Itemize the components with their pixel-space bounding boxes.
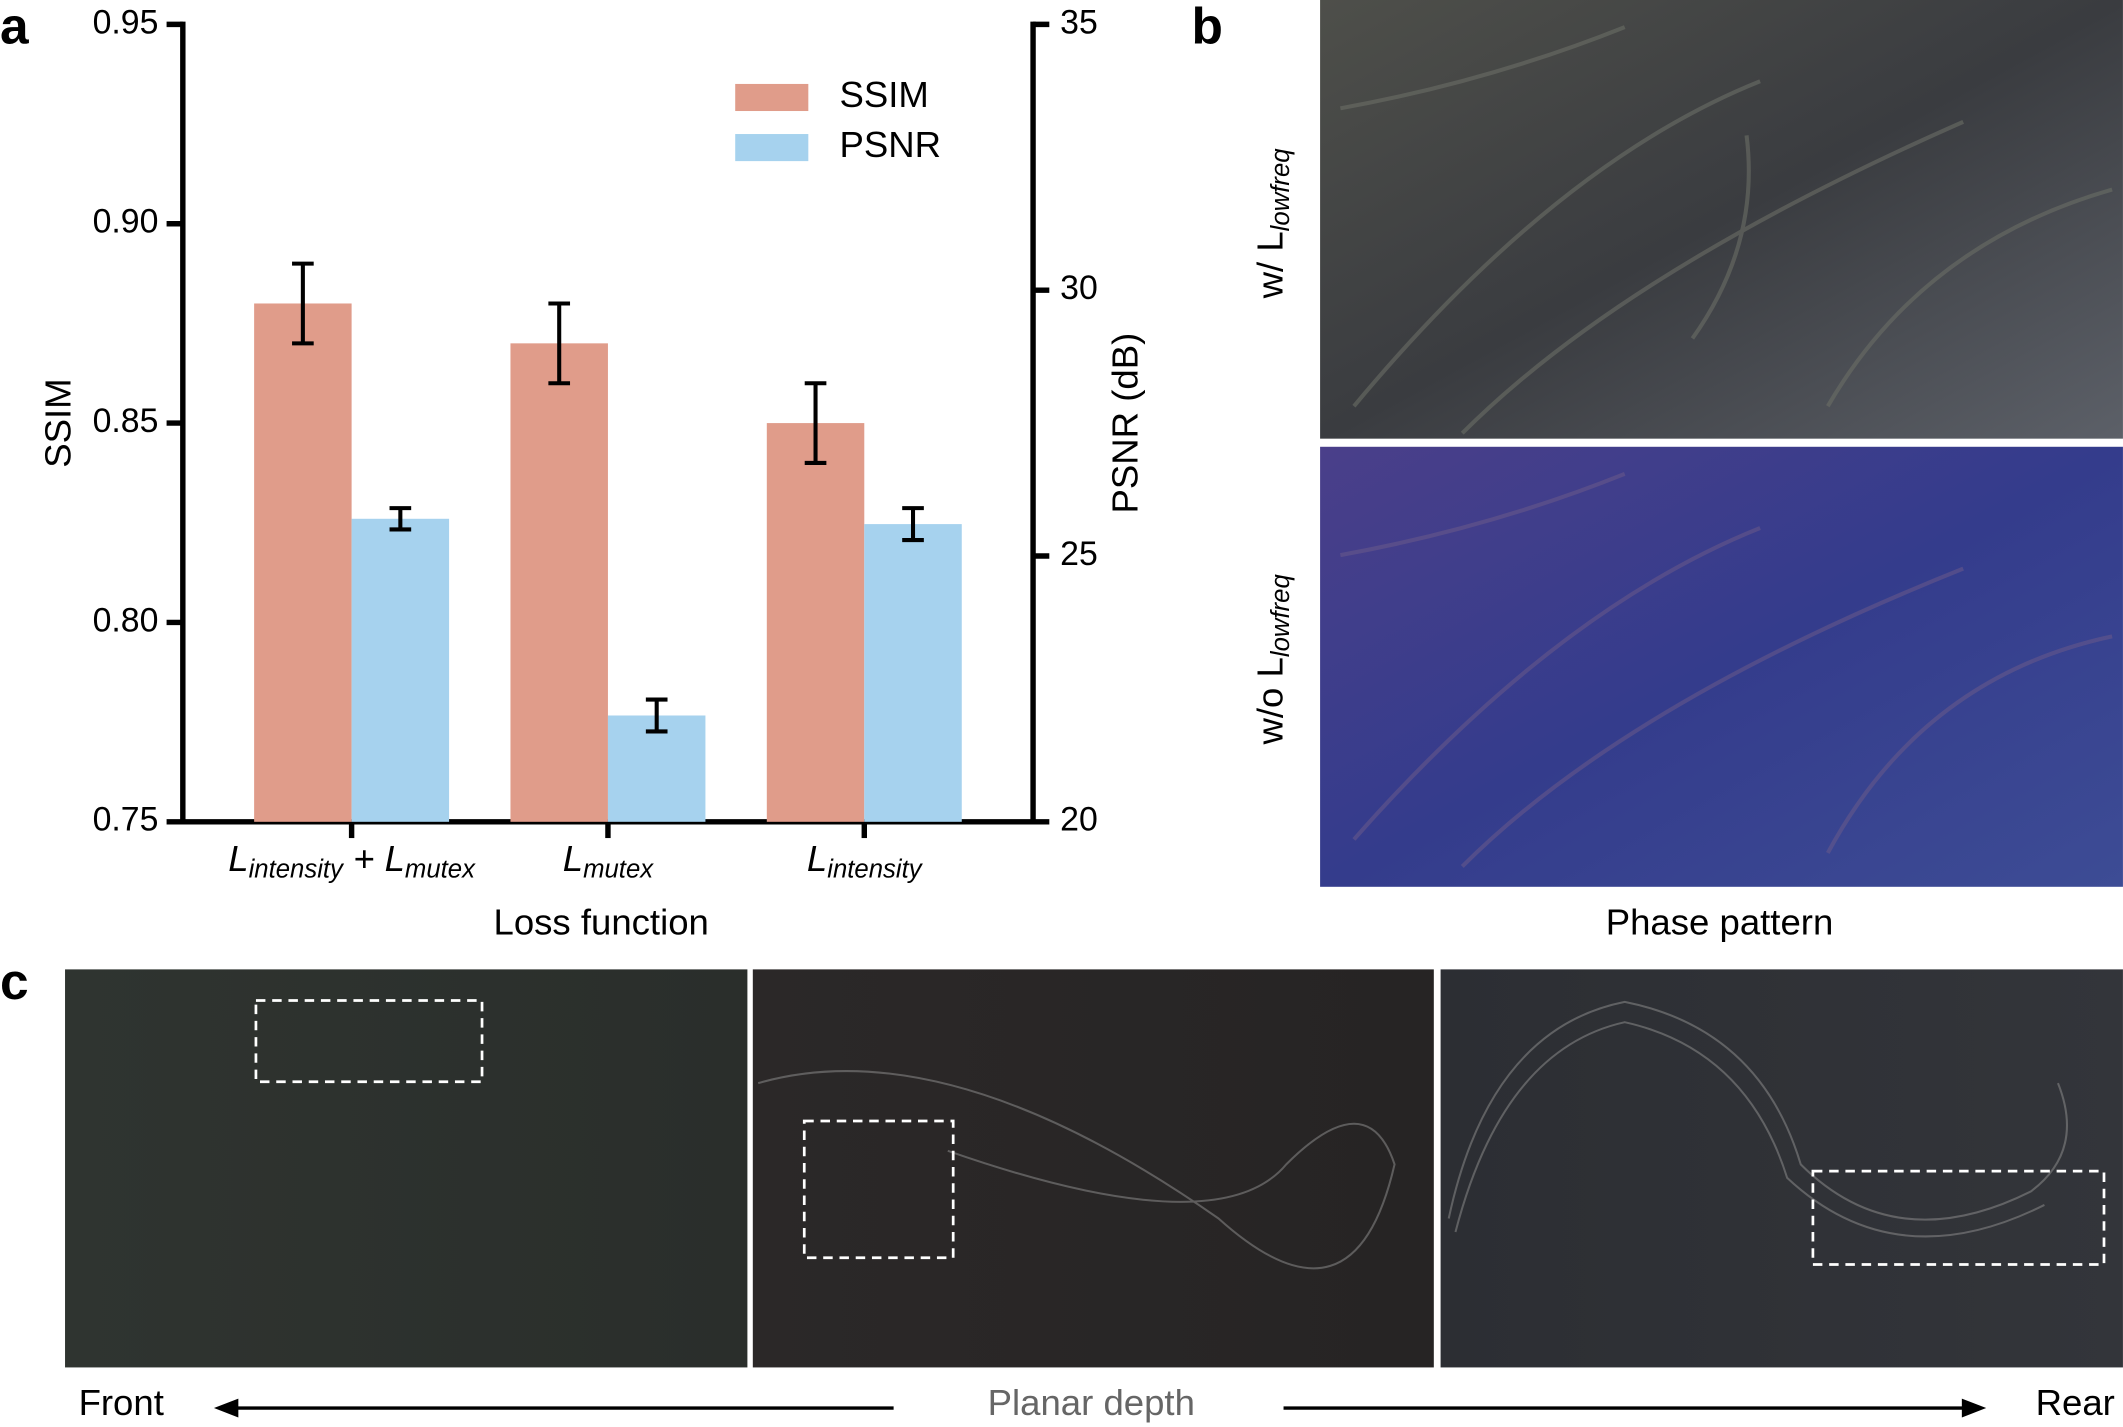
arrow-head [1961,1398,1987,1418]
x-tick-label: Lmutex [563,838,655,884]
depth-front: Front [79,1382,164,1423]
y2-tick-label: 25 [1060,535,1098,573]
depth-rear: Rear [2036,1382,2115,1423]
error-bar [902,506,924,543]
legend-label: SSIM [839,74,928,115]
bar [510,343,608,822]
row-label-sub: lowfreq [1267,574,1295,658]
bar [351,518,450,822]
y2-tick-label: 30 [1060,269,1098,307]
y-tick-label: 0.85 [93,402,159,440]
depth-axis-label: Planar depth [988,1382,1195,1423]
y2-tick-label: 35 [1060,3,1098,41]
y-tick-label: 0.75 [93,801,159,839]
zoom-box [802,1119,955,1260]
phase-image [1320,0,2123,439]
image-texture [1340,25,2113,435]
image-texture [757,1000,2069,1270]
legend-label: PSNR [839,124,941,165]
bar [254,303,352,822]
arrow-head [213,1398,239,1418]
row-label-text: w/o L [1249,657,1290,745]
x-tick-label-sub: mutex [583,855,654,883]
y-tick-label: 0.80 [93,601,159,639]
error-bar [389,506,412,532]
error-bar [548,301,571,386]
depth-image [65,969,748,1368]
panel-label: b [1191,0,1222,54]
bar-chart: 0.75 0.80 0.85 0.90 0.95 20 25 30 35 SSIM PSNR (dB… [38,3,1146,942]
depth-image [1440,969,2123,1368]
x-tick-label-text: L [807,838,827,879]
y2-tick-label: 20 [1060,801,1098,839]
x-tick-label-sub: intensity [249,855,345,883]
y-tick-label: 0.95 [93,3,159,41]
x-axis-label: Loss function [493,901,708,942]
depth-image [752,969,1434,1368]
y-tick-label: 0.90 [93,203,159,241]
panel-label: a [0,0,29,54]
x-tick-label: Lintensity + Lmutex [228,838,476,884]
error-bar [292,261,314,346]
bar [766,423,865,822]
zoom-box [1811,1169,2106,1266]
caption: Phase pattern [1606,901,1834,942]
error-bar [804,381,827,465]
legend-swatch [735,83,809,112]
bar [864,524,962,822]
image-texture [1340,471,2113,868]
row-label: w/ Llowfreq [1249,148,1295,300]
error-bar [645,697,668,734]
x-tick-label-text: L [228,838,248,879]
x-tick-label-sub: intensity [827,855,923,883]
x-tick-label: Lintensity [807,838,924,884]
panel-label: c [0,952,29,1010]
zoom-box [254,999,484,1084]
x-tick-label-sub: mutex [405,855,476,883]
row-label-sub: lowfreq [1267,148,1295,232]
y2-axis-label: PSNR (dB) [1104,333,1145,514]
x-tick-label-text: L [563,838,583,879]
row-label: w/o Llowfreq [1249,574,1295,746]
phase-image [1320,446,2123,887]
legend-swatch [735,134,809,162]
x-tick-label-text: + L [343,838,405,879]
y-axis-label: SSIM [38,378,79,467]
row-label-text: w/ L [1249,231,1290,299]
